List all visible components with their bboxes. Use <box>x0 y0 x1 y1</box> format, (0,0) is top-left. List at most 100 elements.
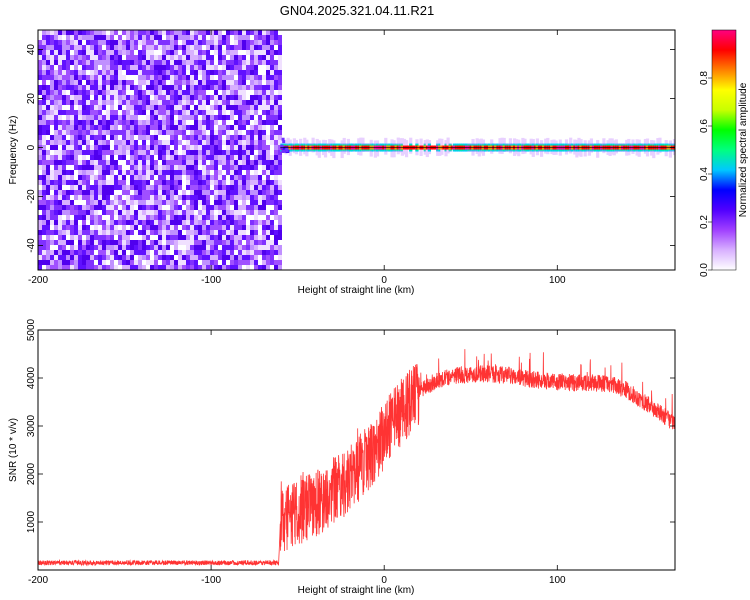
spectrogram-cell <box>194 75 198 80</box>
spectrogram-cell <box>190 180 194 185</box>
spectrogram-cell <box>86 235 90 240</box>
spectrogram-cell <box>42 85 46 90</box>
spectrogram-cell <box>62 70 66 75</box>
spectrogram-cell <box>174 35 178 40</box>
spectrogram-cell <box>250 35 254 40</box>
spectrogram-cell <box>114 175 118 180</box>
spectrogram-cell <box>194 60 198 65</box>
spectrogram-cell <box>214 225 218 230</box>
spectrogram-cell <box>262 230 266 235</box>
spectrogram-cell <box>110 250 114 255</box>
spectrogram-cell <box>281 137 285 141</box>
spectrogram-cell <box>166 175 170 180</box>
spectrogram-cell <box>42 250 46 255</box>
spectrogram-cell <box>146 130 150 135</box>
spectrogram-cell <box>134 130 138 135</box>
spectrogram-cell <box>242 50 246 55</box>
spectrogram-cell <box>170 190 174 195</box>
spectrogram-cell <box>190 75 194 80</box>
spectrogram-cell <box>134 195 138 200</box>
spectrogram-cell <box>258 100 262 105</box>
spectrogram-cell <box>274 190 278 195</box>
spectrogram-cell <box>174 165 178 170</box>
spectrogram-cell <box>190 90 194 95</box>
spectrogram-cell <box>62 120 66 125</box>
spectrogram-cell <box>174 210 178 215</box>
spectrogram-cell <box>118 60 122 65</box>
spectrogram-cell <box>226 85 230 90</box>
spectrogram-cell <box>118 145 122 150</box>
spectrogram-cell <box>194 165 198 170</box>
spectrogram-cell <box>266 210 270 215</box>
spectrogram-cell <box>146 40 150 45</box>
spectrogram-cell <box>218 105 222 110</box>
spectrogram-cell <box>266 30 270 35</box>
spectrogram-cell <box>134 235 138 240</box>
spectrogram-cell <box>46 55 50 60</box>
spectrogram-cell <box>226 205 230 210</box>
spectrogram-cell <box>58 45 62 50</box>
spectrogram-cell <box>74 50 78 55</box>
spectrogram-cell <box>166 160 170 165</box>
spectrogram-cell <box>110 120 114 125</box>
spectrogram-cell <box>130 185 134 190</box>
spectrogram-cell <box>66 190 70 195</box>
spectrogram-cell <box>250 70 254 75</box>
spectrogram-cell <box>230 125 234 130</box>
spectrogram-cell <box>238 130 242 135</box>
spectrogram-cell <box>110 85 114 90</box>
spectrogram-cell <box>42 70 46 75</box>
spectrogram-cell <box>178 55 182 60</box>
spectrogram-cell <box>190 140 194 145</box>
spectrogram-cell <box>114 90 118 95</box>
spectrogram-cell <box>254 30 258 35</box>
spectrogram-cell <box>258 95 262 100</box>
spectrogram-cell <box>42 200 46 205</box>
spectrogram-cell <box>214 200 218 205</box>
spectrogram-cell <box>182 75 186 80</box>
spectrogram-cell <box>142 95 146 100</box>
spectrogram-cell <box>186 195 190 200</box>
spectrogram-cell <box>266 50 270 55</box>
spectrogram-cell <box>66 255 70 260</box>
spectrogram-cell <box>230 120 234 125</box>
spectrogram-cell <box>270 100 274 105</box>
spectrogram-cell <box>186 210 190 215</box>
spectrogram-cell <box>218 225 222 230</box>
spectrogram-cell <box>198 220 202 225</box>
spectrogram-cell <box>194 195 198 200</box>
spectrogram-cell <box>158 180 162 185</box>
spectrogram-cell <box>230 55 234 60</box>
spectrogram-cell <box>46 60 50 65</box>
spectrogram-cell <box>170 170 174 175</box>
spectrogram-cell <box>54 95 58 100</box>
spectrogram-cell <box>142 120 146 125</box>
spectrogram-cell <box>226 240 230 245</box>
spectrogram-cell <box>278 185 282 190</box>
spectrogram-cell <box>238 90 242 95</box>
spectrogram-cell <box>254 150 258 155</box>
spectrogram-cell <box>78 245 82 250</box>
spectrogram-cell <box>230 240 234 245</box>
spectrogram-cell <box>218 200 222 205</box>
spectrogram-cell <box>182 225 186 230</box>
spectrogram-cell <box>122 35 126 40</box>
spectrogram-cell <box>78 115 82 120</box>
spectrogram-cell <box>162 260 166 265</box>
spectrogram-cell <box>218 35 222 40</box>
spectrogram-cell <box>210 40 214 45</box>
spectrogram-cell <box>258 125 262 130</box>
spectrogram-cell <box>162 200 166 205</box>
spectrogram-cell <box>270 140 274 145</box>
spectrogram-cell <box>170 150 174 155</box>
spectrogram-cell <box>70 245 74 250</box>
spectrogram-cell <box>218 30 222 35</box>
spectrogram-cell <box>66 210 70 215</box>
spectrogram-cell <box>218 125 222 130</box>
spectrogram-cell <box>130 145 134 150</box>
spectrogram-cell <box>134 255 138 260</box>
spectrogram-cell <box>234 200 238 205</box>
spectrogram-cell <box>174 65 178 70</box>
spectrogram-cell <box>78 170 82 175</box>
spectrogram-cell <box>126 35 130 40</box>
